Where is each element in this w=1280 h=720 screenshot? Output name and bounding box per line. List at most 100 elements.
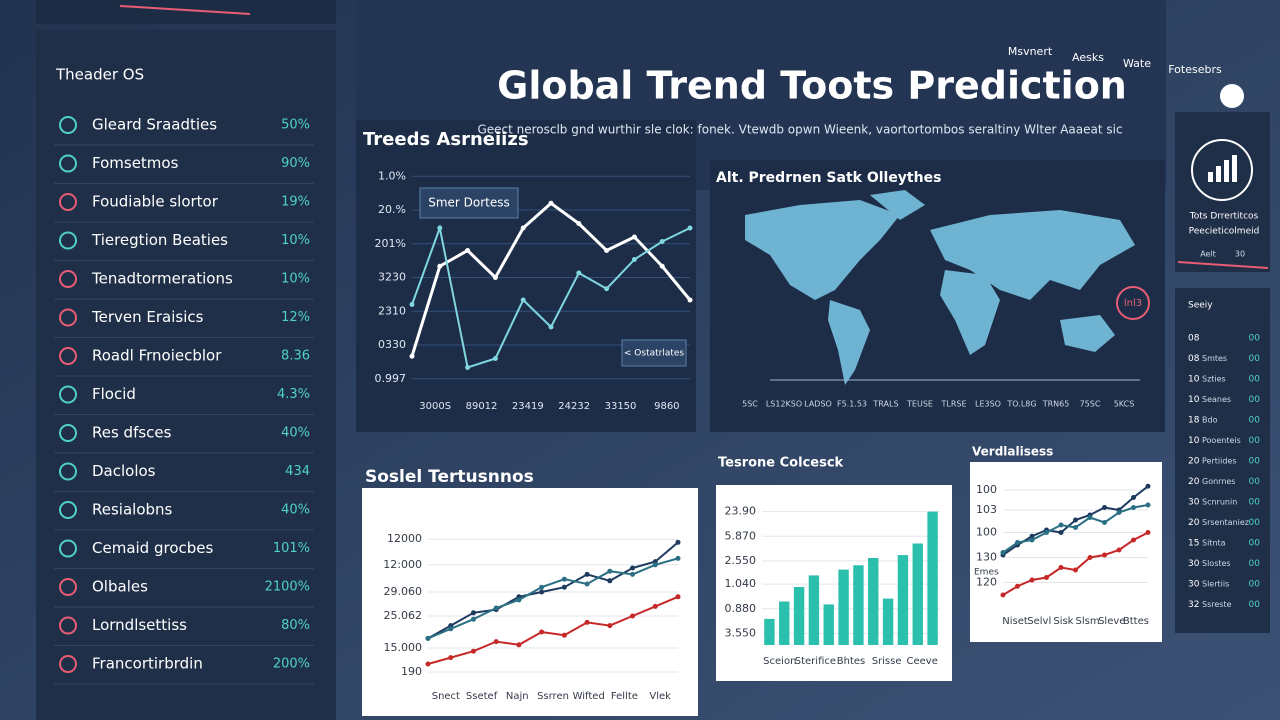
- item-icon: [59, 501, 77, 519]
- nav-item: Msvnert: [1008, 45, 1053, 58]
- nav-item: Fotesebrs: [1168, 63, 1222, 76]
- continent: [745, 200, 900, 300]
- item-value: 8.36: [281, 349, 310, 364]
- item-label: Francortirbrdin: [92, 655, 203, 673]
- right-list: [1175, 288, 1270, 633]
- vert-panel: [970, 462, 1162, 642]
- y-tick-label: 0.997: [375, 372, 407, 385]
- x-tick-label: Vlek: [649, 691, 671, 702]
- legend-label: Smer Dortess: [428, 196, 510, 210]
- x-tick-label: Selvl: [1027, 616, 1051, 627]
- map-marker: [1116, 286, 1150, 320]
- item-label: Res dfsces: [92, 424, 172, 442]
- map-label: LADSO: [804, 400, 832, 409]
- y-tick-label: 201%: [375, 237, 406, 250]
- item-icon: [59, 347, 77, 365]
- y-tick-label: 100: [976, 526, 997, 539]
- x-tick-label: Sceion: [763, 656, 796, 667]
- row-label: Srsentaniez: [1202, 518, 1249, 527]
- row-value: 00: [1249, 580, 1261, 590]
- x-tick-label: Sisk: [1053, 616, 1073, 627]
- map-label: TLRSE: [940, 400, 966, 409]
- row-label: Slertiis: [1202, 580, 1229, 589]
- x-tick-label: 33150: [605, 401, 637, 412]
- y-tick-label: 3230: [378, 271, 406, 284]
- point: [448, 626, 454, 632]
- y-tick-label: 2.550: [725, 554, 757, 567]
- y-tick-label: 5.870: [725, 529, 757, 542]
- point: [576, 270, 582, 276]
- y-tick-label: 0.880: [725, 602, 757, 615]
- y-tick-label: 15.000: [384, 641, 423, 654]
- map-label: TRN65: [1042, 400, 1070, 409]
- point: [470, 610, 476, 616]
- row-value: 00: [1249, 559, 1261, 569]
- row-value: 00: [1249, 416, 1261, 426]
- row-value: 00: [1249, 395, 1261, 405]
- point: [1102, 520, 1107, 525]
- point: [516, 597, 522, 603]
- item-icon: [59, 270, 77, 288]
- world-map: [745, 190, 1135, 385]
- card-accent: [1177, 261, 1269, 269]
- panel-title: Verdlalisess: [972, 445, 1053, 459]
- point: [584, 571, 590, 577]
- point: [465, 365, 471, 370]
- bar: [912, 543, 923, 645]
- item-label: Tieregtion Beaties: [91, 231, 228, 249]
- icon-bar: [1232, 155, 1237, 182]
- point: [1058, 522, 1064, 528]
- nav-item: Wate: [1123, 57, 1151, 70]
- bar: [793, 587, 805, 645]
- point: [1145, 530, 1151, 535]
- bar: [838, 569, 849, 645]
- panel-title: Soslel Tertusnnos: [365, 467, 534, 487]
- avatar[interactable]: [1220, 84, 1244, 108]
- point: [409, 353, 415, 359]
- row-num: 18: [1188, 416, 1200, 426]
- y-tick-label: 3.550: [725, 626, 757, 639]
- point: [652, 603, 658, 609]
- row-value: 00: [1249, 600, 1261, 610]
- point: [1029, 537, 1035, 543]
- row-label: Bdo: [1202, 416, 1218, 425]
- point: [437, 263, 443, 269]
- x-tick-label: Ceeve: [907, 656, 938, 667]
- point: [548, 200, 554, 206]
- x-tick-label: Niset: [1002, 616, 1028, 627]
- item-label: Tenadtormerations: [91, 270, 233, 288]
- item-value: 200%: [273, 657, 310, 672]
- y-tick-label: 103: [976, 503, 997, 516]
- item-value: 434: [285, 464, 310, 479]
- point: [675, 539, 681, 545]
- row-label: Pertiides: [1202, 457, 1237, 466]
- row-num: 08: [1188, 354, 1200, 364]
- note-label: < Ostatrlates: [624, 349, 685, 359]
- point: [584, 619, 590, 625]
- point: [561, 584, 567, 590]
- point: [1102, 505, 1107, 510]
- y-tick-label: 0330: [378, 338, 406, 351]
- item-label: Gleard Sraadties: [92, 116, 217, 134]
- item-label: Cemaid grocbes: [92, 539, 213, 557]
- point: [1000, 592, 1006, 598]
- x-tick-label: Srisse: [872, 656, 902, 667]
- row-num: 20: [1188, 518, 1200, 528]
- item-icon: [59, 424, 77, 442]
- point: [437, 225, 443, 231]
- continent: [870, 190, 925, 220]
- point: [652, 562, 658, 568]
- item-icon: [59, 231, 77, 250]
- row-num: 32: [1188, 600, 1199, 610]
- legend-label: Emes: [974, 568, 999, 578]
- continent: [1060, 315, 1115, 352]
- x-tick-label: 24232: [558, 401, 590, 412]
- item-value: 2100%: [265, 580, 310, 595]
- item-icon: [59, 578, 77, 596]
- map-label: TRALS: [872, 400, 898, 409]
- top-left-bar: [36, 0, 336, 24]
- y-tick-label: 20.%: [378, 203, 406, 216]
- point: [1058, 530, 1064, 535]
- y-tick-label: 1.0%: [378, 169, 406, 182]
- continent: [940, 270, 1000, 355]
